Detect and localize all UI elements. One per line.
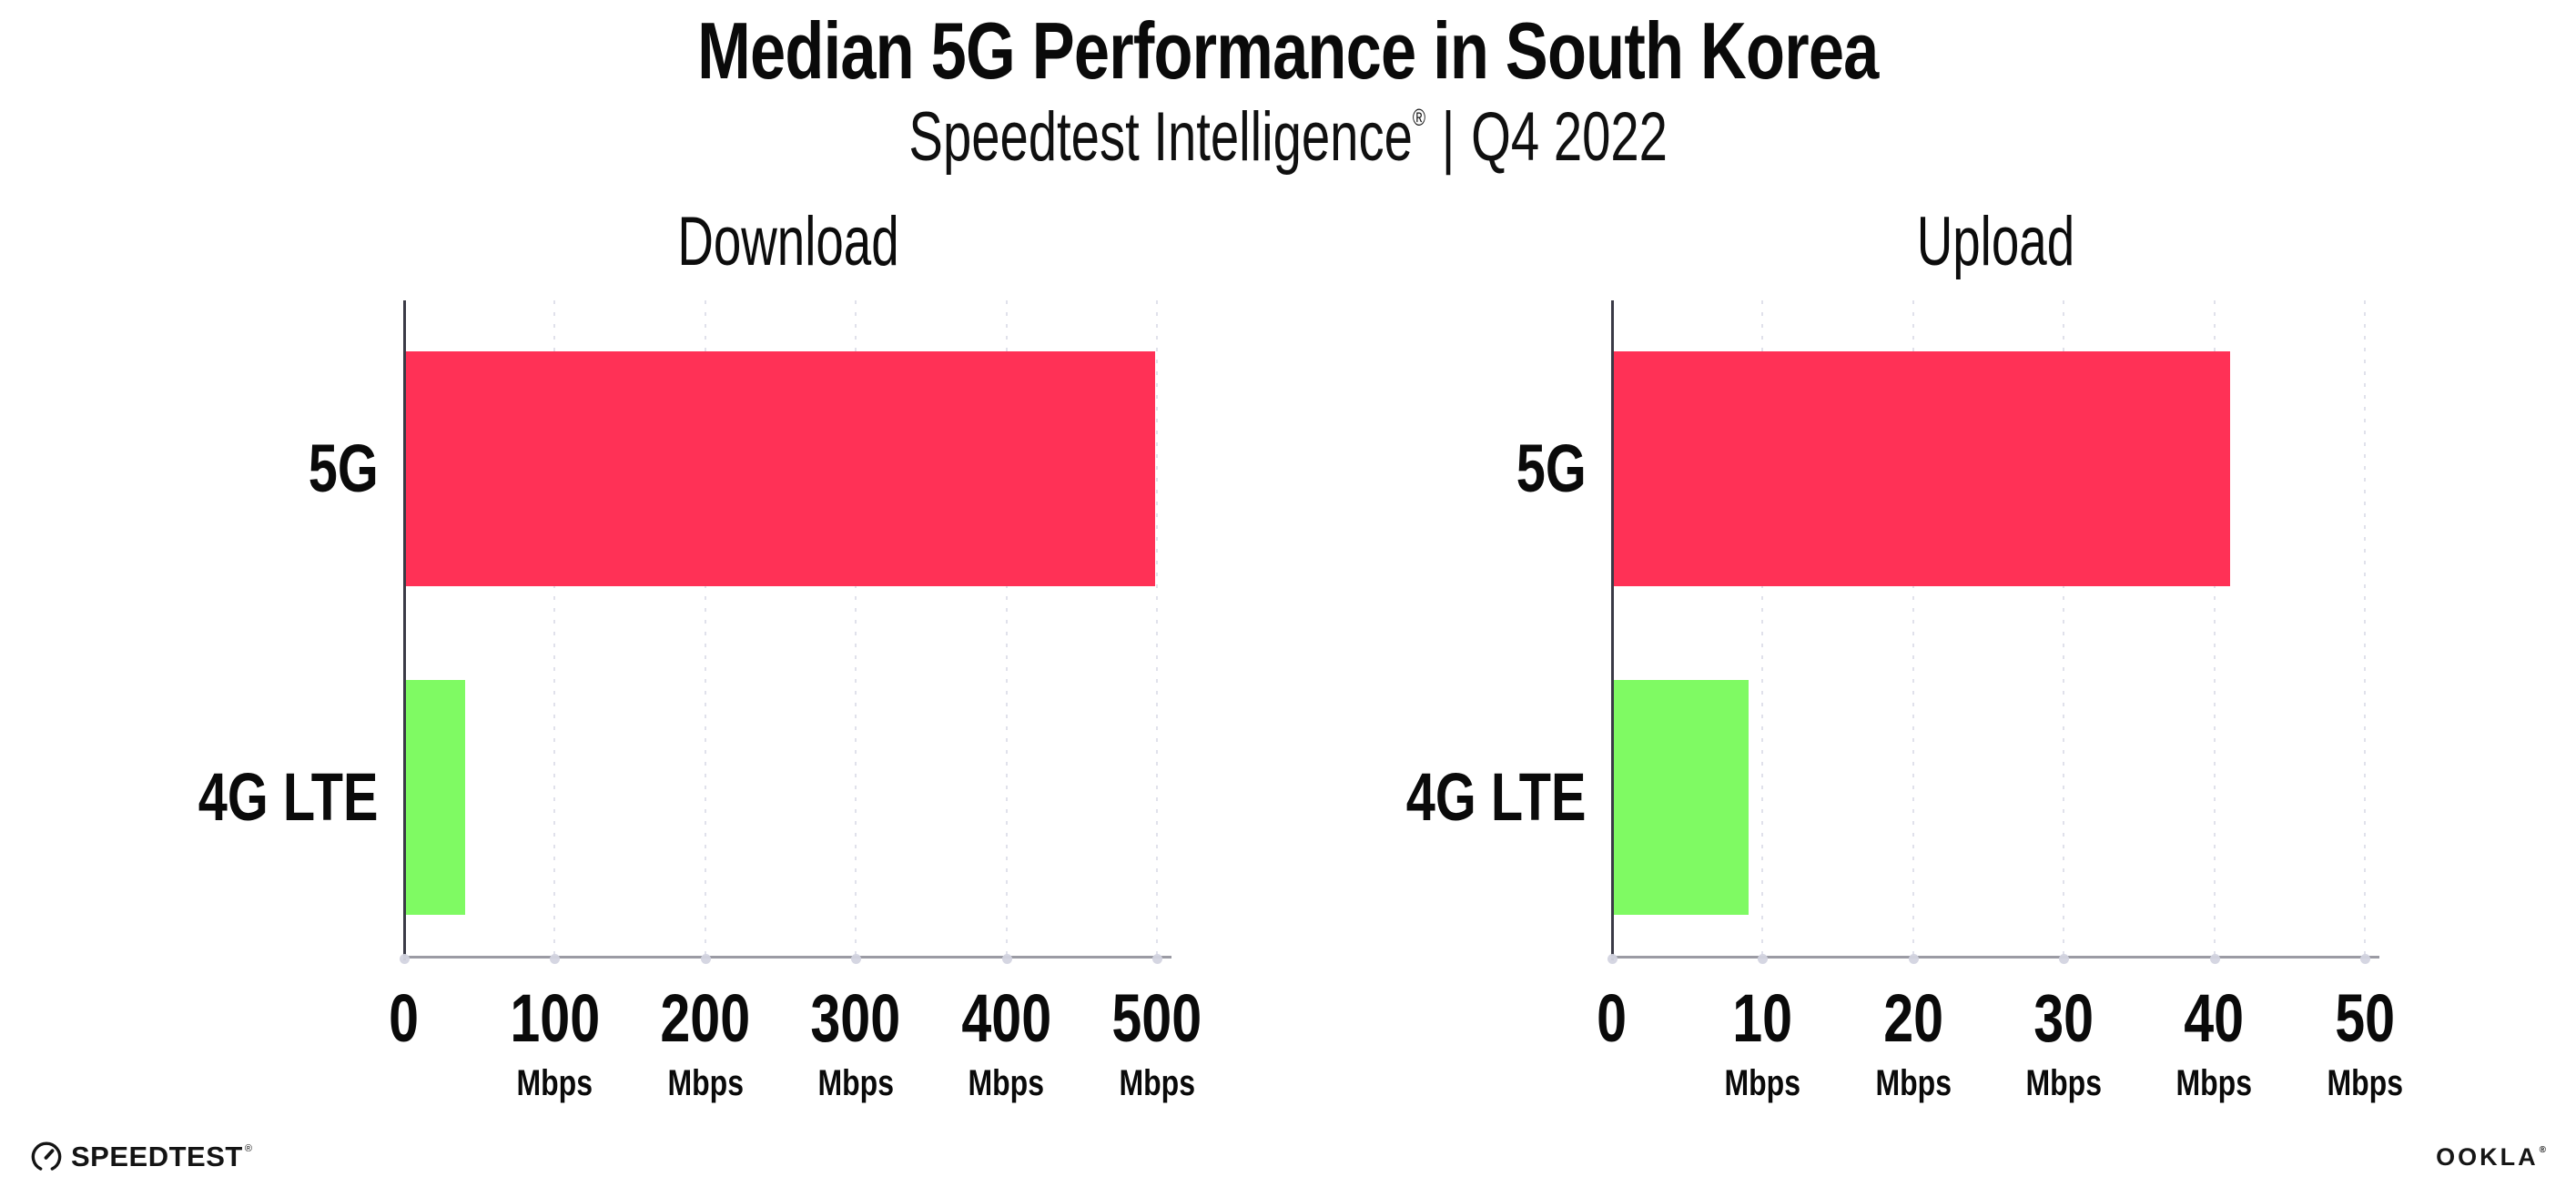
gridline-400 — [1005, 300, 1008, 959]
x-axis-tick-dot — [550, 954, 561, 964]
gridline-20 — [1912, 300, 1914, 959]
x-axis-tick-dot — [851, 954, 862, 964]
x-tick-unit: Mbps — [2025, 1063, 2102, 1103]
bar-5g — [1613, 351, 2231, 586]
x-tick-unit: Mbps — [2175, 1063, 2253, 1103]
download-x-axis-line — [403, 956, 1171, 959]
y-category-label-5g: 5G — [1516, 431, 1587, 506]
y-category-label-5g: 5G — [308, 431, 379, 506]
registered-trademark-mark: ® — [1412, 104, 1425, 131]
x-axis-tick-dot — [700, 954, 711, 964]
download-y-axis-line — [403, 300, 406, 960]
x-tick-unit: Mbps — [968, 1063, 1045, 1103]
x-axis-tick-dot — [2360, 954, 2370, 964]
gridline-100 — [553, 300, 556, 959]
subplot-title-download: Download — [676, 203, 899, 280]
figure-title: Median 5G Performance in South Korea — [0, 7, 2576, 95]
bar-4g-lte — [1613, 680, 1749, 915]
speedtest-registered-mark: ® — [244, 1143, 252, 1154]
x-tick-unit: Mbps — [1119, 1063, 1195, 1103]
figure-subtitle: Speedtest Intelligence® | Q4 2022 — [0, 96, 2576, 193]
y-category-label-4g-lte: 4G LTE — [198, 759, 379, 835]
x-tick-unit: Mbps — [2327, 1063, 2403, 1103]
subtitle-brand: Speedtest Intelligence — [908, 98, 1413, 176]
x-tick-label: 500 — [1111, 980, 1202, 1056]
x-tick-label: 200 — [660, 980, 751, 1056]
x-tick-label: 300 — [810, 980, 901, 1056]
gridline-500 — [1156, 300, 1158, 959]
x-axis-tick-dot — [1758, 954, 1769, 964]
x-tick-label: 0 — [1597, 980, 1628, 1056]
upload-x-axis-line — [1611, 956, 2379, 959]
speedtest-gauge-icon — [31, 1141, 62, 1171]
gridline-30 — [2063, 300, 2065, 959]
gridline-200 — [704, 300, 706, 959]
x-tick-label: 20 — [1882, 980, 1943, 1056]
x-axis-tick-dot — [2209, 954, 2220, 964]
x-tick-unit: Mbps — [1875, 1063, 1952, 1103]
ookla-registered-mark: ® — [2539, 1145, 2546, 1155]
x-tick-label: 30 — [2033, 980, 2094, 1056]
x-tick-label: 100 — [510, 980, 600, 1056]
x-axis-tick-dot — [1908, 954, 1919, 964]
speedtest-logo: SPEEDTEST ® — [30, 1140, 252, 1174]
gridline-50 — [2364, 300, 2366, 959]
x-tick-label: 10 — [1732, 980, 1793, 1056]
bar-4g-lte — [405, 680, 466, 915]
x-axis-tick-dot — [1001, 954, 1012, 964]
gridline-300 — [855, 300, 857, 959]
x-axis-tick-dot — [2059, 954, 2070, 964]
speedtest-wordmark: SPEEDTEST — [71, 1141, 243, 1172]
x-tick-label: 40 — [2184, 980, 2245, 1056]
x-tick-unit: Mbps — [817, 1063, 894, 1103]
ookla-logo: OOKLA ® — [2436, 1143, 2546, 1172]
x-tick-label: 0 — [389, 980, 420, 1056]
subplot-title-upload: Upload — [1916, 203, 2075, 280]
x-tick-label: 50 — [2335, 980, 2395, 1056]
subtitle-separator: | — [1441, 98, 1455, 176]
x-tick-unit: Mbps — [516, 1063, 593, 1103]
y-category-label-4g-lte: 4G LTE — [1406, 759, 1587, 835]
x-tick-unit: Mbps — [1724, 1063, 1801, 1103]
download-chart-plot-area: Download 0 100 Mbps 200 Mbps 300 Mbps 400 Mbps 50… — [198, 203, 1202, 1103]
bar-5g — [405, 351, 1155, 586]
x-tick-label: 400 — [961, 980, 1051, 1056]
x-tick-unit: Mbps — [667, 1063, 744, 1103]
ookla-wordmark: OOKLA — [2436, 1143, 2539, 1171]
gridline-10 — [1761, 300, 1764, 959]
upload-y-axis-line — [1611, 300, 1614, 960]
x-axis-tick-dot — [1152, 954, 1162, 964]
gridline-40 — [2213, 300, 2216, 959]
x-axis-tick-dot — [1607, 954, 1618, 964]
x-axis-tick-dot — [400, 954, 410, 964]
figure-title-text: Median 5G Performance in South Korea — [697, 5, 1879, 96]
upload-chart-plot-area: Upload 0 10 Mbps 20 Mbps 30 Mbps 40 Mbps 50 Mbps 5G… — [1406, 203, 2403, 1103]
subtitle-period: Q4 2022 — [1470, 98, 1668, 176]
